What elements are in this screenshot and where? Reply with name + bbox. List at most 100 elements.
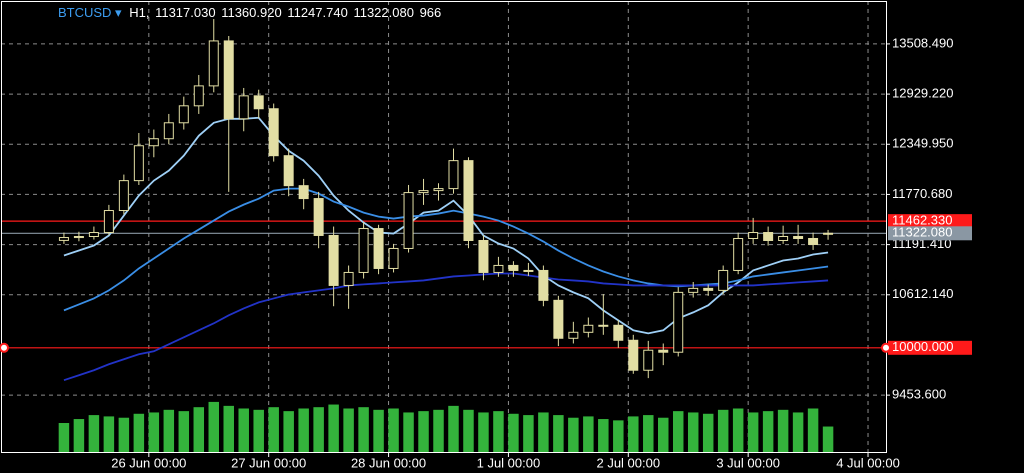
volume-bar <box>388 408 399 452</box>
volume-bar <box>613 420 624 452</box>
candle-body <box>268 108 279 157</box>
volume-bar <box>672 411 684 452</box>
candle-body <box>388 247 399 269</box>
timeframe: H1, <box>129 5 149 20</box>
volume-bar <box>822 426 834 452</box>
x-tick-label: 3 Jul 00:00 <box>716 455 780 470</box>
volume-bar <box>328 404 339 452</box>
candle-body <box>193 85 204 107</box>
volume-bar <box>133 413 145 452</box>
bar-close: 11322.080 <box>353 5 414 20</box>
y-tick-label: 12349.950 <box>892 136 953 151</box>
candle-body <box>103 210 114 234</box>
x-tick-label: 27 Jun 00:00 <box>231 455 306 470</box>
candle-body <box>373 228 384 269</box>
price-level-box <box>888 214 972 229</box>
candle-body <box>403 192 414 249</box>
volume-bar <box>478 412 489 452</box>
y-tick-label: 12929.220 <box>892 86 953 101</box>
candle-body <box>493 264 504 273</box>
candle-body <box>178 105 189 124</box>
candle-body <box>208 40 219 87</box>
volume-bar <box>268 407 279 452</box>
candle-body <box>433 188 444 192</box>
candle-body <box>58 237 69 241</box>
candle-body <box>583 324 594 333</box>
candle-body <box>448 160 459 190</box>
candle-body <box>253 95 264 110</box>
volume-bar <box>463 409 474 452</box>
y-tick-label: 13508.490 <box>892 35 953 50</box>
x-tick-label: 1 Jul 00:00 <box>477 455 541 470</box>
volume-bar <box>283 411 294 452</box>
volume-bar <box>433 409 444 452</box>
candle-body <box>163 122 174 140</box>
candle-body <box>418 190 429 194</box>
candle-body <box>553 299 564 339</box>
volume-bar <box>523 415 534 452</box>
moving-average <box>63 116 829 335</box>
x-tick-label: 2 Jul 00:00 <box>596 455 660 470</box>
x-tick-label: 4 Jul 00:00 <box>836 455 900 470</box>
x-tick-label: 28 Jun 00:00 <box>351 455 426 470</box>
candle-body <box>328 234 339 286</box>
candle-body <box>628 339 639 371</box>
y-tick-label: 11770.680 <box>892 186 953 201</box>
candle-body <box>88 232 99 238</box>
candle-body <box>358 228 369 273</box>
plot-layer <box>1 1 886 452</box>
moving-average <box>63 272 829 382</box>
volume-bar <box>208 401 220 452</box>
bar-open: 11317.030 <box>155 5 216 20</box>
candle-body <box>718 269 729 291</box>
candle-body <box>673 291 684 353</box>
y-tick-label: 9453.600 <box>892 387 946 402</box>
volume-bar <box>493 411 504 452</box>
volume-bar <box>658 417 669 452</box>
volume-bar <box>508 413 519 452</box>
candle-body <box>118 180 129 212</box>
price-level-label: 11462.330 <box>892 213 953 228</box>
volume-bar <box>118 417 130 452</box>
candle-body <box>508 264 519 271</box>
chart-header: BTCUSD ▾ H1, 11317.030 11360.920 11247.7… <box>58 5 441 20</box>
candle-body <box>598 324 609 327</box>
volume-bar <box>583 416 594 452</box>
candle-body <box>283 155 294 187</box>
candle-body <box>298 185 309 200</box>
plot-frame <box>1 1 887 453</box>
candle-body <box>733 237 744 271</box>
volume-bar <box>538 412 549 452</box>
bar-low: 11247.740 <box>287 5 348 20</box>
candle-body <box>313 198 324 236</box>
volume-bar <box>553 415 564 452</box>
candle-body <box>778 236 789 241</box>
candle-body <box>658 349 669 353</box>
candle-body <box>748 232 759 239</box>
price-level-box <box>888 226 972 241</box>
bar-high: 11360.920 <box>221 5 282 20</box>
candle-body <box>823 232 834 235</box>
volume-bar <box>193 407 205 452</box>
volume-bar <box>223 405 234 452</box>
volume-bar <box>178 411 190 452</box>
volume-bar <box>598 419 609 452</box>
volume-bar <box>238 408 249 452</box>
candle-body <box>223 40 234 120</box>
volume-bar <box>643 415 654 452</box>
candle-body <box>568 331 579 339</box>
volume-bar <box>702 413 714 452</box>
volume-bar <box>343 408 354 452</box>
volume-bar <box>448 405 459 452</box>
volume-bar <box>807 408 819 452</box>
candle-body <box>523 269 534 272</box>
volume-bar <box>732 408 744 452</box>
volume-bar <box>747 412 759 452</box>
volume-bar <box>253 409 264 452</box>
volume-bar <box>163 409 175 452</box>
candle-body <box>538 269 549 301</box>
candle-body <box>343 271 354 286</box>
